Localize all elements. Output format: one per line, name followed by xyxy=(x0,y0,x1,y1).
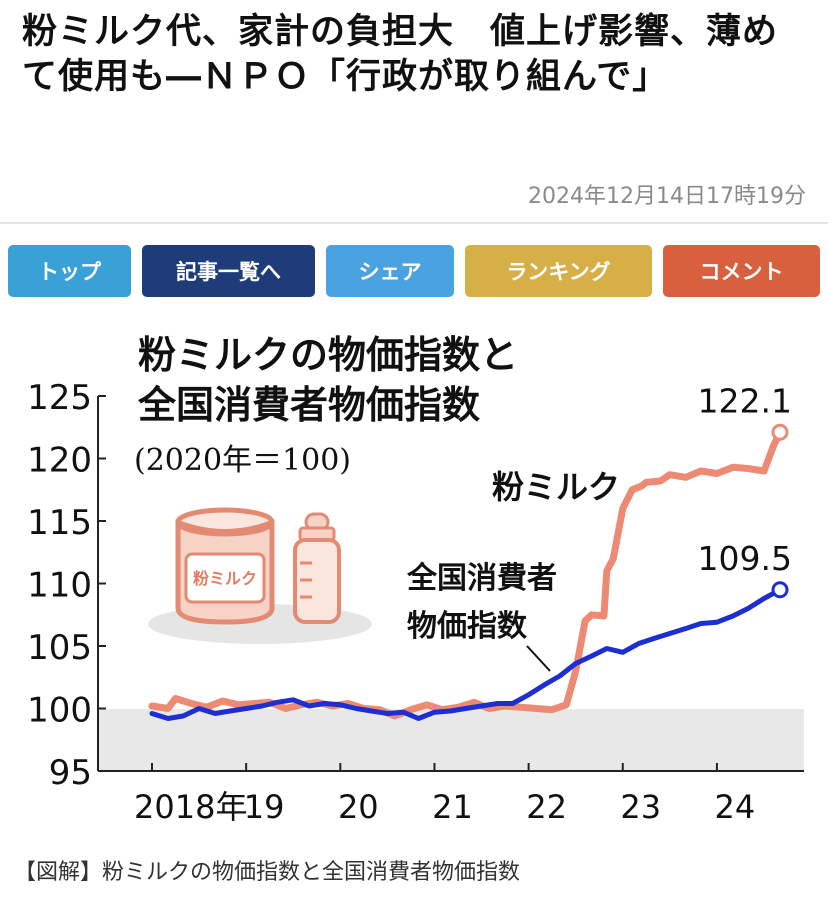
chart-title-line1: 粉ミルクの物価指数と xyxy=(138,333,518,377)
header-divider xyxy=(0,222,828,224)
y-tick-label: 115 xyxy=(27,503,92,543)
milk-end-value: 122.1 xyxy=(698,381,792,420)
x-tick-label: 22 xyxy=(526,788,567,826)
chart-title-line2: 全国消費者物価指数 xyxy=(137,383,480,427)
milk-can-illustration: 粉ミルク xyxy=(148,507,372,644)
milk-series-label: 粉ミルク xyxy=(492,468,620,506)
cpi-line xyxy=(149,587,783,721)
x-tick-label: 23 xyxy=(620,788,661,826)
cpi-end-marker xyxy=(771,581,789,599)
can-label: 粉ミルク xyxy=(193,569,257,588)
x-tick-label: 2018年 xyxy=(134,788,247,826)
x-tick-label: 24 xyxy=(715,788,756,826)
milk-end-marker xyxy=(771,423,789,441)
article-headline: 粉ミルク代、家計の負担大 値上げ影響、薄めて使用も―ＮＰＯ「行政が取り組んで」 xyxy=(22,12,779,97)
y-tick-label: 125 xyxy=(27,378,92,418)
cpi-series-label-line2: 物価指数 xyxy=(407,609,528,644)
y-tick-label: 105 xyxy=(27,628,92,668)
y-gridlines xyxy=(98,395,106,710)
nav-button-bar: トップ 記事一覧へ シェア ランキング コメント xyxy=(8,245,820,297)
x-tick-label: 21 xyxy=(432,788,473,826)
y-tick-label: 120 xyxy=(27,441,92,481)
cpi-end-value: 109.5 xyxy=(698,539,792,578)
price-index-chart: 125 120 115 110 105 100 95 2018年 19 20 21 22 23 24 粉… xyxy=(0,318,828,850)
cpi-series-label-line1: 全国消費者 xyxy=(406,561,557,596)
top-button[interactable]: トップ xyxy=(8,245,131,297)
share-button[interactable]: シェア xyxy=(326,245,454,297)
cpi-label-leader xyxy=(526,645,551,672)
y-tick-label: 100 xyxy=(27,691,92,731)
y-tick-labels: 125 120 115 110 105 100 95 xyxy=(27,378,92,793)
article-timestamp: 2024年12月14日17時19分 xyxy=(528,184,806,209)
article-list-button[interactable]: 記事一覧へ xyxy=(142,245,315,297)
comment-button[interactable]: コメント xyxy=(663,245,820,297)
below-100-band xyxy=(98,709,804,771)
y-tick-label: 110 xyxy=(27,566,92,606)
y-tick-label: 95 xyxy=(49,753,92,793)
baby-bottle-icon xyxy=(293,512,341,624)
chart-subtitle: (2020年＝100) xyxy=(134,443,351,478)
ranking-button[interactable]: ランキング xyxy=(465,245,652,297)
x-tick-label: 20 xyxy=(338,788,379,826)
x-tick-label: 19 xyxy=(244,788,285,826)
figure-caption: 【図解】粉ミルクの物価指数と全国消費者物価指数 xyxy=(14,860,521,885)
